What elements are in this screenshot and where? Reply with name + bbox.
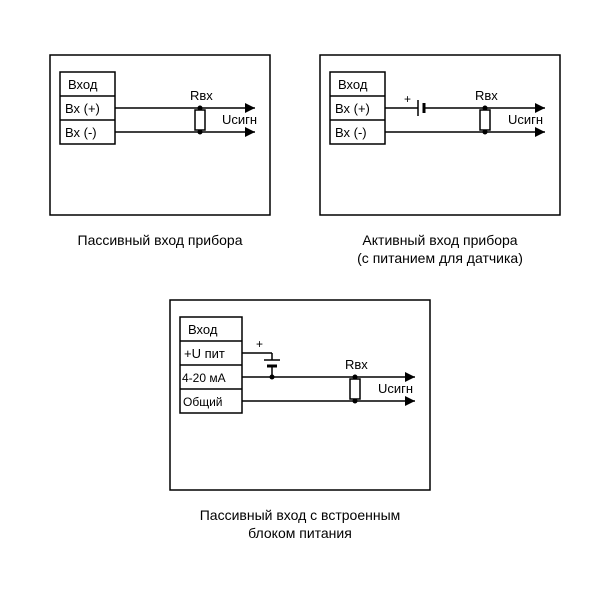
usign-label: Uсигн [222, 112, 257, 127]
terminal-common-label: Общий [183, 395, 223, 409]
battery-plus-label: + [256, 337, 263, 351]
terminal-upit-label: +U пит [184, 346, 225, 361]
terminal-plus-label: Вх (+) [65, 101, 100, 116]
arrow-bottom [245, 127, 255, 137]
caption-builtin-line1: Пассивный вход с встроенным [200, 507, 401, 523]
header-label: Вход [188, 322, 218, 337]
header-label: Вход [338, 77, 368, 92]
caption-passive: Пассивный вход прибора [78, 232, 243, 248]
diagram-builtin: Вход +U пит 4-20 мА Общий + Rвх Uсигн [170, 300, 430, 490]
rvx-label: Rвх [345, 357, 368, 372]
caption-active-line2: (с питанием для датчика) [357, 250, 523, 266]
header-label: Вход [68, 77, 98, 92]
caption-active-line1: Активный вход прибора [362, 232, 517, 248]
resistor-icon [350, 379, 360, 399]
terminal-420-label: 4-20 мА [182, 371, 226, 385]
resistor-icon [480, 110, 490, 130]
diagram-passive: Вход Вх (+) Вх (-) Rвх Uсигн [50, 55, 270, 215]
terminal-minus-label: Вх (-) [335, 125, 367, 140]
battery-plus-label: + [404, 92, 411, 106]
diagram-active: Вход Вх (+) Вх (-) + Rвх Uсигн [320, 55, 560, 215]
usign-label: Uсигн [378, 381, 413, 396]
usign-label: Uсигн [508, 112, 543, 127]
rvx-label: Rвх [475, 88, 498, 103]
resistor-icon [195, 110, 205, 130]
terminal-plus-label: Вх (+) [335, 101, 370, 116]
terminal-minus-label: Вх (-) [65, 125, 97, 140]
caption-builtin-line2: блоком питания [248, 525, 352, 541]
rvx-label: Rвх [190, 88, 213, 103]
